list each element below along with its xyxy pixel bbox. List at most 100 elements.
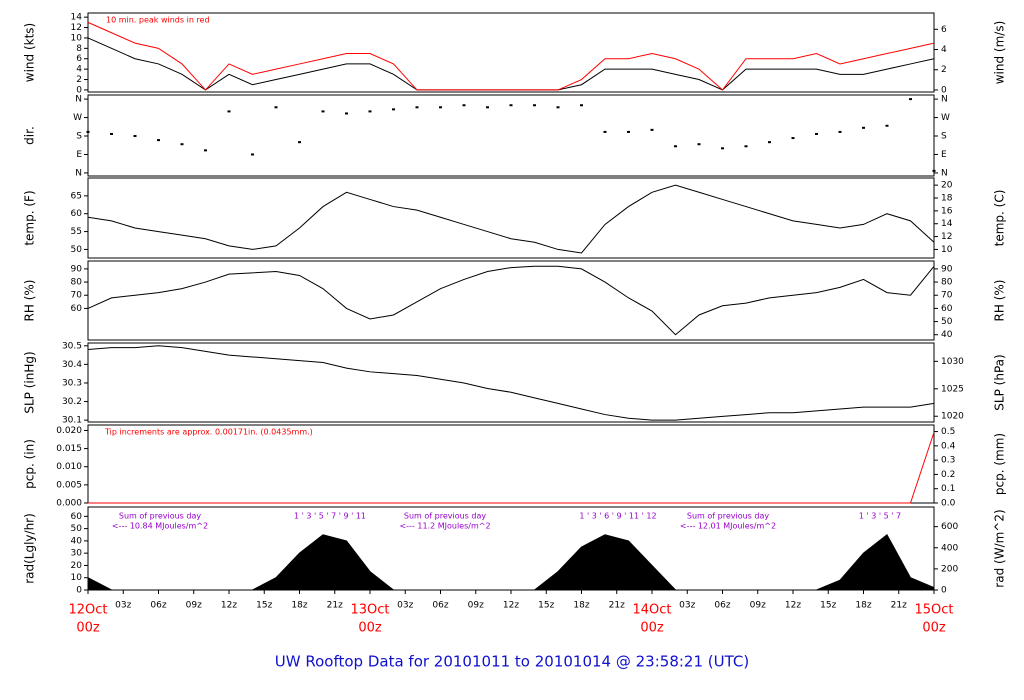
y-tick-label: 60 <box>71 304 83 314</box>
data-line <box>87 265 935 336</box>
y-tick-label: 8 <box>76 44 82 54</box>
y2-axis-label: pcp. (mm) <box>993 433 1007 495</box>
data-point <box>533 104 536 107</box>
y-axis-label: pcp. (in) <box>23 439 37 489</box>
x-tick-label: 00z <box>922 621 946 636</box>
data-point <box>697 143 701 146</box>
data-line <box>87 345 935 421</box>
y2-tick-label: 0 <box>941 586 947 596</box>
data-point <box>180 143 184 146</box>
data-point <box>650 128 654 131</box>
y-axis-label: wind (kts) <box>23 23 37 82</box>
y2-tick-label: N <box>941 95 948 105</box>
y2-tick-label: 90 <box>941 264 953 274</box>
y2-tick-label: 600 <box>941 522 958 532</box>
annotation: Tip increments are approx. 0.00171in. (0… <box>104 428 313 437</box>
annotation: Sum of previous day <box>119 512 201 521</box>
data-point <box>204 149 207 152</box>
y-tick-label: 10 <box>71 573 83 583</box>
x-tick-label: 09z <box>468 601 484 611</box>
hour-marks: 1 ' 3 ' 6 ' 9 ' 11 ' 12 <box>579 512 656 521</box>
x-tick-label: 21z <box>327 601 343 611</box>
y2-axis-label: RH (%) <box>993 280 1007 322</box>
data-line <box>87 37 935 91</box>
x-tick-label: 21z <box>891 601 907 611</box>
data-point <box>909 98 912 101</box>
annotation: <--- 11.2 MJoules/m^2 <box>399 522 490 531</box>
x-tick-label: 09z <box>186 601 202 611</box>
x-tick-label: 15z <box>256 601 272 611</box>
y2-tick-label: 14 <box>941 219 953 229</box>
data-point <box>885 124 889 127</box>
y-tick-label: N <box>75 168 82 178</box>
data-point <box>815 132 818 135</box>
y2-tick-label: S <box>941 132 947 142</box>
data-point <box>368 110 372 113</box>
data-point <box>932 169 936 172</box>
y2-tick-label: N <box>941 168 948 178</box>
y2-tick-label: W <box>941 113 950 123</box>
y-tick-label: 0.005 <box>56 480 82 490</box>
y-tick-label: 60 <box>71 209 83 219</box>
data-line <box>87 21 935 91</box>
y-tick-label: 30.3 <box>62 378 82 388</box>
data-point <box>603 130 607 133</box>
y-tick-label: 50 <box>71 245 83 255</box>
x-tick-label: 18z <box>573 601 589 611</box>
data-point <box>86 130 90 133</box>
data-point <box>439 106 442 109</box>
y2-tick-label: 50 <box>941 317 953 327</box>
data-point <box>415 106 419 109</box>
y-tick-label: 0.020 <box>56 426 82 436</box>
data-point <box>627 130 630 133</box>
x-tick-label: 06z <box>432 601 448 611</box>
x-tick-label: 03z <box>397 601 413 611</box>
y-tick-label: 40 <box>71 536 83 546</box>
annotation: <--- 10.84 MJoules/m^2 <box>112 522 208 531</box>
y2-tick-label: 0.1 <box>941 484 955 494</box>
y2-tick-label: 18 <box>941 194 953 204</box>
date-label: 15Oct <box>914 603 953 618</box>
x-tick-label: 06z <box>150 601 166 611</box>
x-tick-label: 18z <box>855 601 871 611</box>
y2-tick-label: 200 <box>941 564 958 574</box>
y-axis-label: rad(Lgly/hr) <box>23 513 37 584</box>
data-line <box>87 184 935 254</box>
data-point <box>862 126 865 129</box>
y2-tick-label: 0.3 <box>941 456 955 466</box>
y2-tick-label: 80 <box>941 278 953 288</box>
y-tick-label: 90 <box>71 264 83 274</box>
x-tick-label: 15z <box>820 601 836 611</box>
y-tick-label: 20 <box>71 561 83 571</box>
y-tick-label: 12 <box>71 23 82 33</box>
data-point <box>580 104 583 107</box>
data-point <box>298 141 301 144</box>
y2-tick-label: 1025 <box>941 384 964 394</box>
panel-frame <box>87 12 935 93</box>
y-tick-label: 30.1 <box>62 416 82 426</box>
y-tick-label: 0 <box>76 586 82 596</box>
x-tick-label: 21z <box>609 601 625 611</box>
y-tick-label: 2 <box>76 75 82 85</box>
y-axis-label: SLP (inHg) <box>23 351 37 413</box>
x-tick-label: 09z <box>750 601 766 611</box>
y-tick-label: 70 <box>71 291 83 301</box>
data-point <box>251 153 254 156</box>
data-point <box>744 145 748 148</box>
y-tick-label: 80 <box>71 278 83 288</box>
panel-frame <box>87 506 935 591</box>
y-tick-label: 30.2 <box>62 397 82 407</box>
data-point <box>133 135 137 138</box>
annotation: 10 min. peak winds in red <box>106 16 210 25</box>
data-point <box>556 106 560 109</box>
x-tick-label: 15z <box>538 601 554 611</box>
y2-tick-label: 16 <box>941 206 953 216</box>
y2-tick-label: 10 <box>941 245 953 255</box>
y2-tick-label: 0.5 <box>941 427 955 437</box>
date-label: 12Oct <box>68 603 107 618</box>
data-area <box>87 533 935 591</box>
panel-frame <box>87 424 935 504</box>
x-tick-label: 06z <box>714 601 730 611</box>
x-tick-label: 00z <box>358 621 382 636</box>
